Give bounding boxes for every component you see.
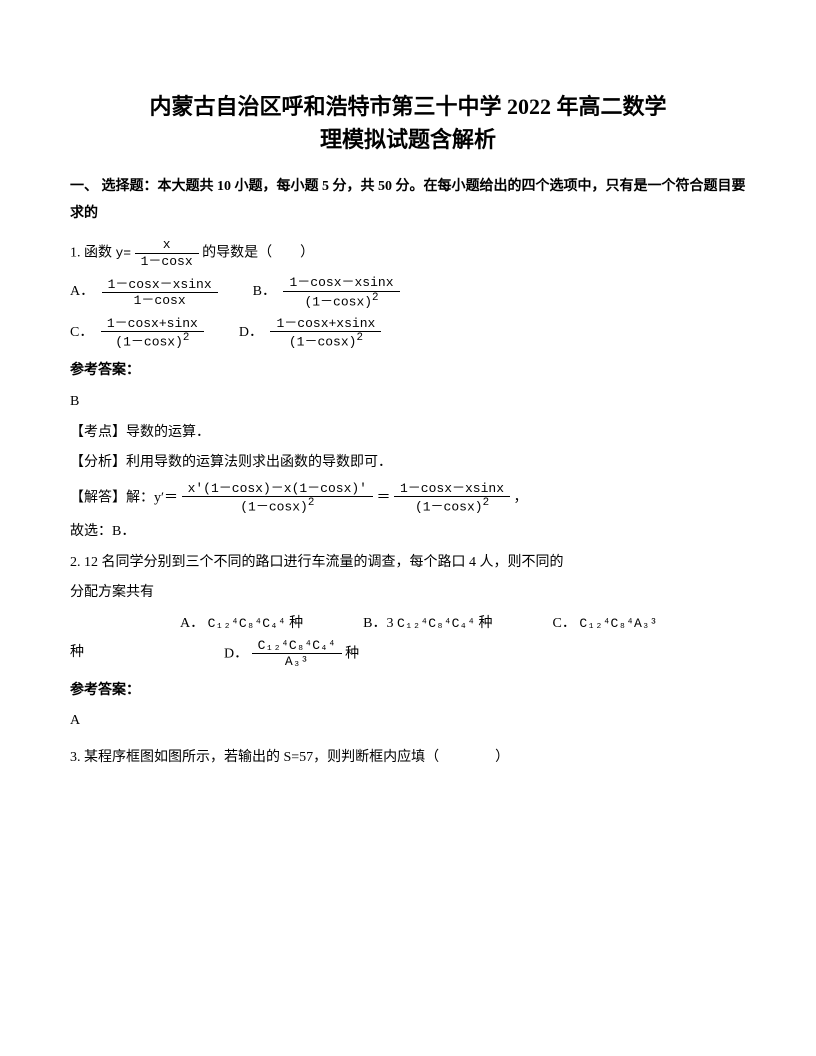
- q2-optD-den: A₃³: [252, 654, 342, 670]
- q2-kind: 种: [70, 640, 84, 667]
- q1-function-fraction: x 1－cosx: [135, 237, 199, 269]
- exam-page: 内蒙古自治区呼和浩特市第三十中学 2022 年高二数学 理模拟试题含解析 一、 …: [0, 0, 816, 816]
- q1-answer-heading: 参考答案：: [70, 358, 746, 385]
- q1-guxuan: 故选：B．: [70, 519, 746, 546]
- q1-y-equals: y=: [116, 246, 132, 261]
- q1-jieda-eq: ＝: [377, 490, 391, 505]
- q2-optC: C． C₁₂⁴C₈⁴A₃³: [553, 611, 658, 638]
- q2-answer-heading: 参考答案：: [70, 678, 746, 705]
- q1-optC-label: C．: [70, 320, 93, 347]
- q1-optC-den: (1－cosx)2: [101, 332, 204, 350]
- q2-text1: 2. 12 名同学分别到三个不同的路口进行车流量的调查，每个路口 4 人，则不同…: [70, 550, 746, 577]
- q1-optA-label: A．: [70, 279, 94, 306]
- q1-optD-frac: 1－cosx+xsinx (1－cosx)2: [270, 316, 381, 351]
- q1-optB-label: B．: [253, 279, 276, 306]
- q1-optD-label: D．: [239, 320, 263, 347]
- q1-optB-den: (1－cosx)2: [283, 292, 399, 310]
- q1-kaodian: 【考点】导数的运算．: [70, 420, 746, 447]
- q2-optA-math: C₁₂⁴C₈⁴C₄⁴: [208, 616, 286, 631]
- q1-answer: B: [70, 389, 746, 416]
- q1-optC-num: 1－cosx+sinx: [101, 316, 204, 333]
- q2-optA: A． C₁₂⁴C₈⁴C₄⁴ 种: [180, 611, 303, 638]
- q2-options-row2: 种 D． C₁₂⁴C₈⁴C₄⁴ A₃³ 种: [70, 638, 746, 670]
- q2-optB-suffix: 种: [479, 616, 493, 631]
- exam-title: 内蒙古自治区呼和浩特市第三十中学 2022 年高二数学 理模拟试题含解析: [70, 90, 746, 156]
- q1-prefix: 1. 函数: [70, 246, 112, 261]
- q2-optD-num: C₁₂⁴C₈⁴C₄⁴: [252, 638, 342, 655]
- q2-optB-math: C₁₂⁴C₈⁴C₄⁴: [397, 616, 475, 631]
- q1-suffix: 的导数是（ ）: [202, 246, 314, 261]
- q2-text2: 分配方案共有: [70, 580, 746, 607]
- section-1-heading: 一、 选择题：本大题共 10 小题，每小题 5 分，共 50 分。在每小题给出的…: [70, 174, 746, 227]
- title-line-1: 内蒙古自治区呼和浩特市第三十中学 2022 年高二数学: [149, 94, 666, 119]
- q1-optA-den: 1－cosx: [102, 293, 218, 309]
- q1-func-den: 1－cosx: [135, 254, 199, 270]
- q1-optB-num: 1－cosx－xsinx: [283, 275, 399, 292]
- q1-fenxi: 【分析】利用导数的运算法则求出函数的导数即可．: [70, 450, 746, 477]
- q2-optD: D． C₁₂⁴C₈⁴C₄⁴ A₃³ 种: [224, 638, 359, 670]
- q1-jieda-mid-frac: x′(1－cosx)－x(1－cosx)′ (1－cosx)2: [182, 481, 373, 516]
- q1-jieda-r-frac: 1－cosx－xsinx (1－cosx)2: [394, 481, 510, 516]
- q3-text: 3. 某程序框图如图所示，若输出的 S=57，则判断框内应填（ ）: [70, 745, 746, 772]
- q2-optD-frac: C₁₂⁴C₈⁴C₄⁴ A₃³: [252, 638, 342, 670]
- q1-jieda-r-num: 1－cosx－xsinx: [394, 481, 510, 498]
- q2-options-row1: A． C₁₂⁴C₈⁴C₄⁴ 种 B．3 C₁₂⁴C₈⁴C₄⁴ 种 C． C₁₂⁴…: [70, 611, 746, 638]
- q1-optA-num: 1－cosx－xsinx: [102, 277, 218, 294]
- q1-optB-frac: 1－cosx－xsinx (1－cosx)2: [283, 275, 399, 310]
- q1-optC-frac: 1－cosx+sinx (1－cosx)2: [101, 316, 204, 351]
- q2-answer: A: [70, 708, 746, 735]
- q1-jieda-mid-num: x′(1－cosx)－x(1－cosx)′: [182, 481, 373, 498]
- q1-jieda: 【解答】解：y′＝ x′(1－cosx)－x(1－cosx)′ (1－cosx)…: [70, 481, 746, 516]
- q2-optB: B．3 C₁₂⁴C₈⁴C₄⁴ 种: [363, 611, 492, 638]
- q2-optA-suffix: 种: [289, 616, 303, 631]
- title-line-2: 理模拟试题含解析: [320, 127, 496, 152]
- q2-optA-label: A．: [180, 616, 204, 631]
- q1-options-row1: A． 1－cosx－xsinx 1－cosx B． 1－cosx－xsinx (…: [70, 275, 746, 310]
- q2-optD-label: D．: [224, 646, 248, 661]
- q2-optC-math: C₁₂⁴C₈⁴A₃³: [579, 616, 657, 631]
- q1-jieda-comma: ，: [514, 490, 528, 505]
- q1-jieda-prefix: 【解答】解：y′＝: [70, 490, 178, 505]
- q1-func-num: x: [135, 237, 199, 254]
- q1-jieda-r-den: (1－cosx)2: [394, 497, 510, 515]
- q1-optA-frac: 1－cosx－xsinx 1－cosx: [102, 277, 218, 309]
- q1-stem: 1. 函数 y= x 1－cosx 的导数是（ ）: [70, 237, 746, 269]
- q1-jieda-mid-den: (1－cosx)2: [182, 497, 373, 515]
- q2-optD-suffix: 种: [345, 646, 359, 661]
- q1-optD-num: 1－cosx+xsinx: [270, 316, 381, 333]
- q1-options-row2: C． 1－cosx+sinx (1－cosx)2 D． 1－cosx+xsinx…: [70, 316, 746, 351]
- q1-optD-den: (1－cosx)2: [270, 332, 381, 350]
- q2-optB-label: B．3: [363, 616, 393, 631]
- q2-optC-label: C．: [553, 616, 576, 631]
